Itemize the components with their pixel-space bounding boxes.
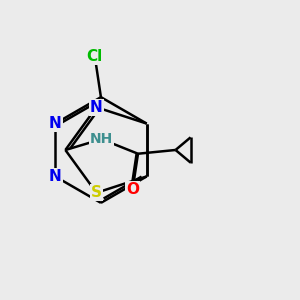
Text: Cl: Cl: [87, 49, 103, 64]
Text: N: N: [49, 169, 61, 184]
Text: S: S: [91, 185, 102, 200]
Text: N: N: [49, 116, 61, 131]
Text: O: O: [126, 182, 139, 197]
Text: N: N: [90, 100, 103, 115]
Text: NH: NH: [90, 132, 113, 146]
